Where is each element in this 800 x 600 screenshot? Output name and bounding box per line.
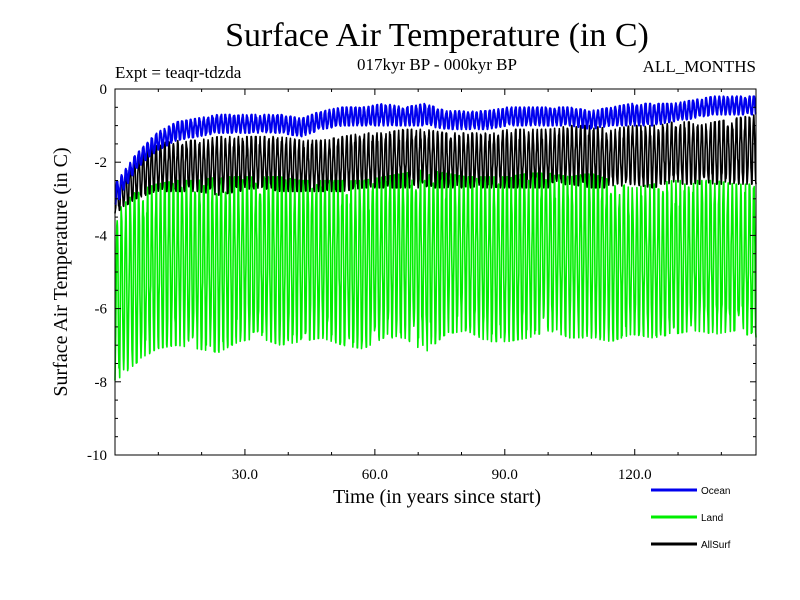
period-label: 017kyr BP - 000kyr BP — [357, 55, 517, 74]
chart-title: Surface Air Temperature (in C) — [225, 17, 649, 54]
series-line-ocean — [114, 95, 757, 206]
x-tick-label: 60.0 — [362, 467, 388, 483]
y-tick-label: -4 — [95, 228, 108, 244]
x-tick-label: 90.0 — [492, 467, 518, 483]
y-tick-label: -8 — [95, 375, 108, 391]
y-tick-label: -2 — [95, 155, 108, 171]
y-tick-label: -6 — [95, 302, 108, 318]
x-tick-label: 120.0 — [618, 467, 652, 483]
experiment-label: Expt = teaqr-tdzda — [115, 63, 242, 82]
months-label: ALL_MONTHS — [643, 57, 756, 76]
x-tick-label: 30.0 — [232, 467, 258, 483]
legend-label-land: Land — [701, 513, 723, 524]
series-line-allsurf — [114, 114, 757, 214]
y-tick-label: 0 — [100, 82, 108, 98]
ticks-layer: 0 -2 -4 -6 -8 -10 30.0 60.0 90.0 120.0 — [87, 82, 756, 483]
series-layer — [114, 95, 757, 381]
series-line-land — [114, 169, 757, 381]
x-axis-label: Time (in years since start) — [333, 486, 541, 508]
y-tick-label: -10 — [87, 448, 107, 464]
legend-label-ocean: Ocean — [701, 486, 730, 497]
legend-label-allsurf: AllSurf — [701, 540, 731, 551]
y-axis-label: Surface Air Temperature (in C) — [50, 147, 72, 396]
legend: Ocean Land AllSurf — [651, 486, 731, 551]
